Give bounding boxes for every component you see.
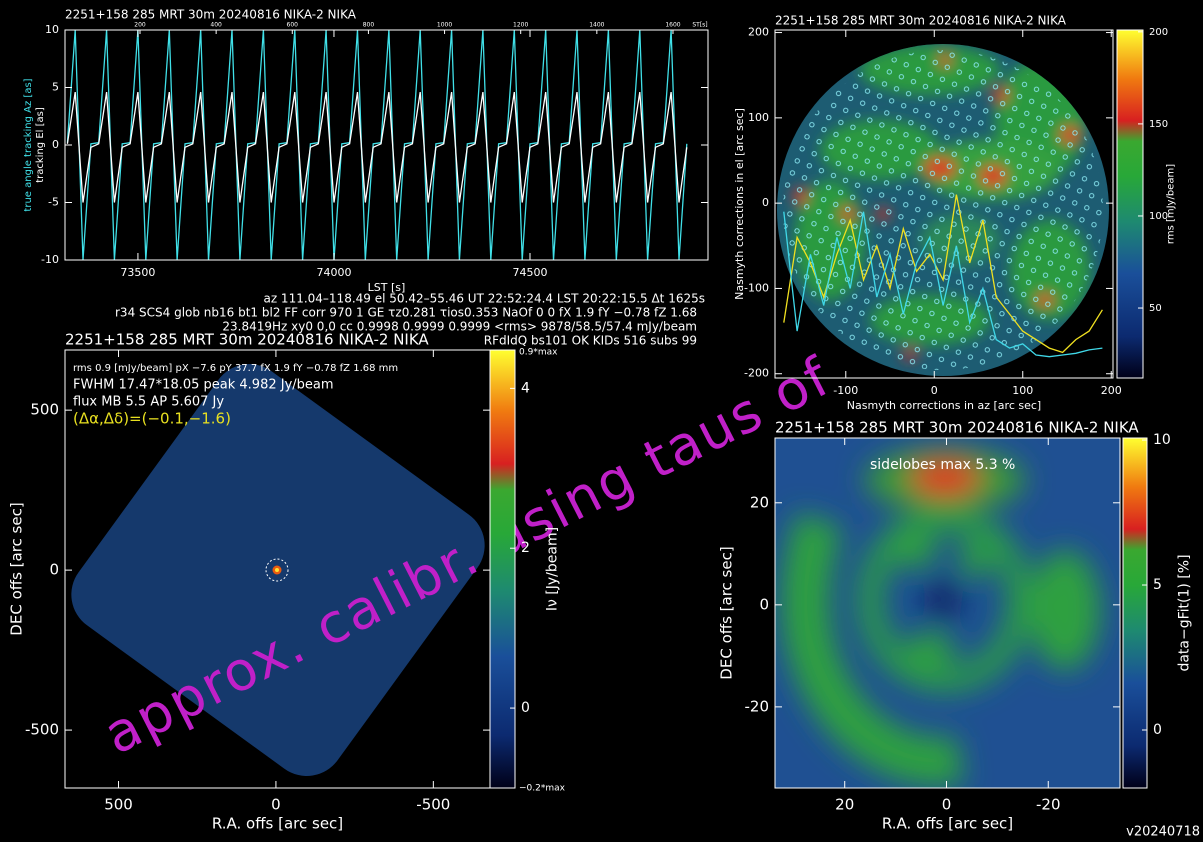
x2-tick-label: 200	[134, 22, 146, 29]
x2-tick-label: 1000	[437, 22, 452, 29]
y-tick-label: 0	[762, 196, 769, 209]
colorbar-max-label: 0.9*max	[519, 348, 558, 358]
y-axis-label: DEC offs [arc sec]	[718, 546, 736, 679]
colorbar-tick-label: 2	[521, 540, 530, 556]
colorbar-tick-label: 0	[1153, 722, 1162, 738]
colorbar-tick-label: 10	[1153, 432, 1171, 448]
x-axis-label: LST [s]	[368, 281, 406, 294]
annotation: flux MB 5.5 AP 5.607 Jy	[73, 395, 224, 410]
y-tick-label: -10	[41, 253, 59, 266]
y-tick-label: 10	[45, 23, 59, 36]
y-tick-label: 0	[52, 138, 59, 151]
y-tick-label: -20	[745, 697, 770, 715]
x-tick-label: 20	[835, 796, 854, 814]
y-tick-label: 0	[759, 595, 769, 613]
colorbar	[1122, 437, 1148, 789]
colorbar-tick-label: 5	[1153, 577, 1162, 593]
panel-title: 2251+158 285 MRT 30m 20240816 NIKA-2 NIK…	[65, 331, 429, 349]
colorbar	[489, 349, 516, 789]
x-axis-label: Nasmyth corrections in az [arc sec]	[847, 399, 1041, 412]
plot-frame	[774, 29, 1114, 379]
info-line: RFdIdQ bs101 OK KIDs 516 subs 99	[484, 334, 697, 348]
panel-title: 2251+158 285 MRT 30m 20240816 NIKA-2 NIK…	[65, 8, 357, 22]
plot-frame	[774, 437, 1121, 789]
colorbar-label: Iν [Jy/beam]	[545, 527, 561, 611]
panel-title: 2251+158 285 MRT 30m 20240816 NIKA-2 NIK…	[775, 14, 1067, 28]
y-tick-label: 100	[748, 111, 769, 124]
x-tick-label: 73500	[120, 266, 155, 279]
y-axis-label: true angle tracking Az [as]	[23, 78, 34, 211]
series-line	[66, 92, 688, 203]
colorbar-tick-label: 200	[1149, 27, 1168, 38]
colorbar-tick-label: 4	[521, 380, 530, 396]
y-axis-label: Nasmyth corrections in el [arc sec]	[733, 108, 746, 300]
x2-tick-label: 600	[287, 22, 299, 29]
colorbar-label: data−gFit(1) [%]	[1177, 554, 1193, 671]
colorbar-min-label: −0.2*max	[519, 784, 566, 794]
intensity-map	[71, 364, 485, 776]
info-line: 23.8419Hz xy0 0,0 cc 0.9998 0.9999 0.999…	[222, 320, 697, 334]
x-tick-label: 0	[931, 384, 938, 397]
colorbar-tick-label: 100	[1149, 211, 1168, 222]
annotation: sidelobes max 5.3 %	[870, 457, 1015, 473]
y-tick-label: 500	[30, 401, 59, 419]
y-tick-label: 20	[750, 493, 769, 511]
info-line: az 111.04–118.49 el 50.42–55.46 UT 22:52…	[263, 292, 705, 306]
x-tick-label: 500	[104, 796, 133, 814]
rms-map	[777, 44, 1109, 376]
x-tick-label: 0	[271, 796, 281, 814]
y-tick-label: 5	[52, 81, 59, 94]
series-line	[66, 30, 688, 260]
colorbar	[1116, 29, 1144, 379]
x-tick-label: 200	[1101, 384, 1122, 397]
x2-tick-label: 1200	[513, 22, 528, 29]
annotation: rms 0.9 [mJy/beam] pX −7.6 pY 37.7 fX 1.…	[73, 363, 398, 374]
y-tick-label: -500	[25, 721, 59, 739]
colorbar-tick-label: 50	[1149, 303, 1162, 314]
y-tick-label: -200	[744, 367, 769, 380]
x-tick-label: 74500	[512, 266, 547, 279]
panel-title: 2251+158 285 MRT 30m 20240816 NIKA-2 NIK…	[775, 419, 1139, 437]
y-tick-label: -5	[48, 196, 59, 209]
x-tick-label: -20	[1036, 796, 1061, 814]
x-tick-label: -500	[416, 796, 450, 814]
annotation: (Δα,Δδ)=(−0.1,−1.6)	[73, 410, 231, 428]
x2-tick-label: 800	[363, 22, 375, 29]
y-axis-label: tracking El [as]	[35, 107, 46, 183]
y-axis-label: DEC offs [arc sec]	[8, 502, 26, 635]
x-tick-label: -100	[833, 384, 858, 397]
x-axis-label: R.A. offs [arc sec]	[882, 815, 1013, 833]
x-axis-label: R.A. offs [arc sec]	[212, 815, 343, 833]
colorbar-label: rms [mJy/beam]	[1166, 164, 1177, 244]
series-line	[783, 194, 1103, 354]
x2-tick-label: 1600	[665, 22, 680, 29]
x-tick-label: 100	[1012, 384, 1033, 397]
colorbar-tick-label: 150	[1149, 119, 1168, 130]
annotation: FWHM 17.47*18.05 peak 4.982 Jy/beam	[73, 378, 334, 393]
residual-map	[775, 438, 1120, 788]
series-line	[783, 211, 1103, 358]
info-line: r34 SCS4 glob nb16 bt1 bl2 FF corr 970 1…	[115, 306, 697, 320]
x2-tick-label: 1400	[589, 22, 604, 29]
x2-axis-label: ST[s]	[692, 22, 707, 29]
y-tick-label: 0	[49, 561, 59, 579]
x-tick-label: 0	[942, 796, 952, 814]
x-tick-label: 74000	[316, 266, 351, 279]
y-tick-label: 200	[748, 26, 769, 39]
x2-tick-label: 400	[210, 22, 222, 29]
version: v20240718	[1126, 825, 1200, 840]
colorbar-tick-label: 0	[521, 700, 530, 716]
y-tick-label: -100	[744, 281, 769, 294]
